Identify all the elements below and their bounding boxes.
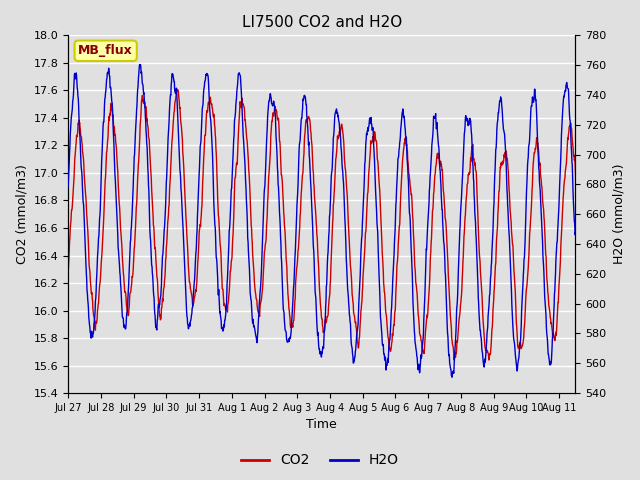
Y-axis label: H2O (mmol/m3): H2O (mmol/m3) [612,164,625,264]
Title: LI7500 CO2 and H2O: LI7500 CO2 and H2O [242,15,402,30]
Y-axis label: CO2 (mmol/m3): CO2 (mmol/m3) [15,164,28,264]
Text: MB_flux: MB_flux [78,44,133,57]
X-axis label: Time: Time [307,419,337,432]
Legend: CO2, H2O: CO2, H2O [236,448,404,473]
